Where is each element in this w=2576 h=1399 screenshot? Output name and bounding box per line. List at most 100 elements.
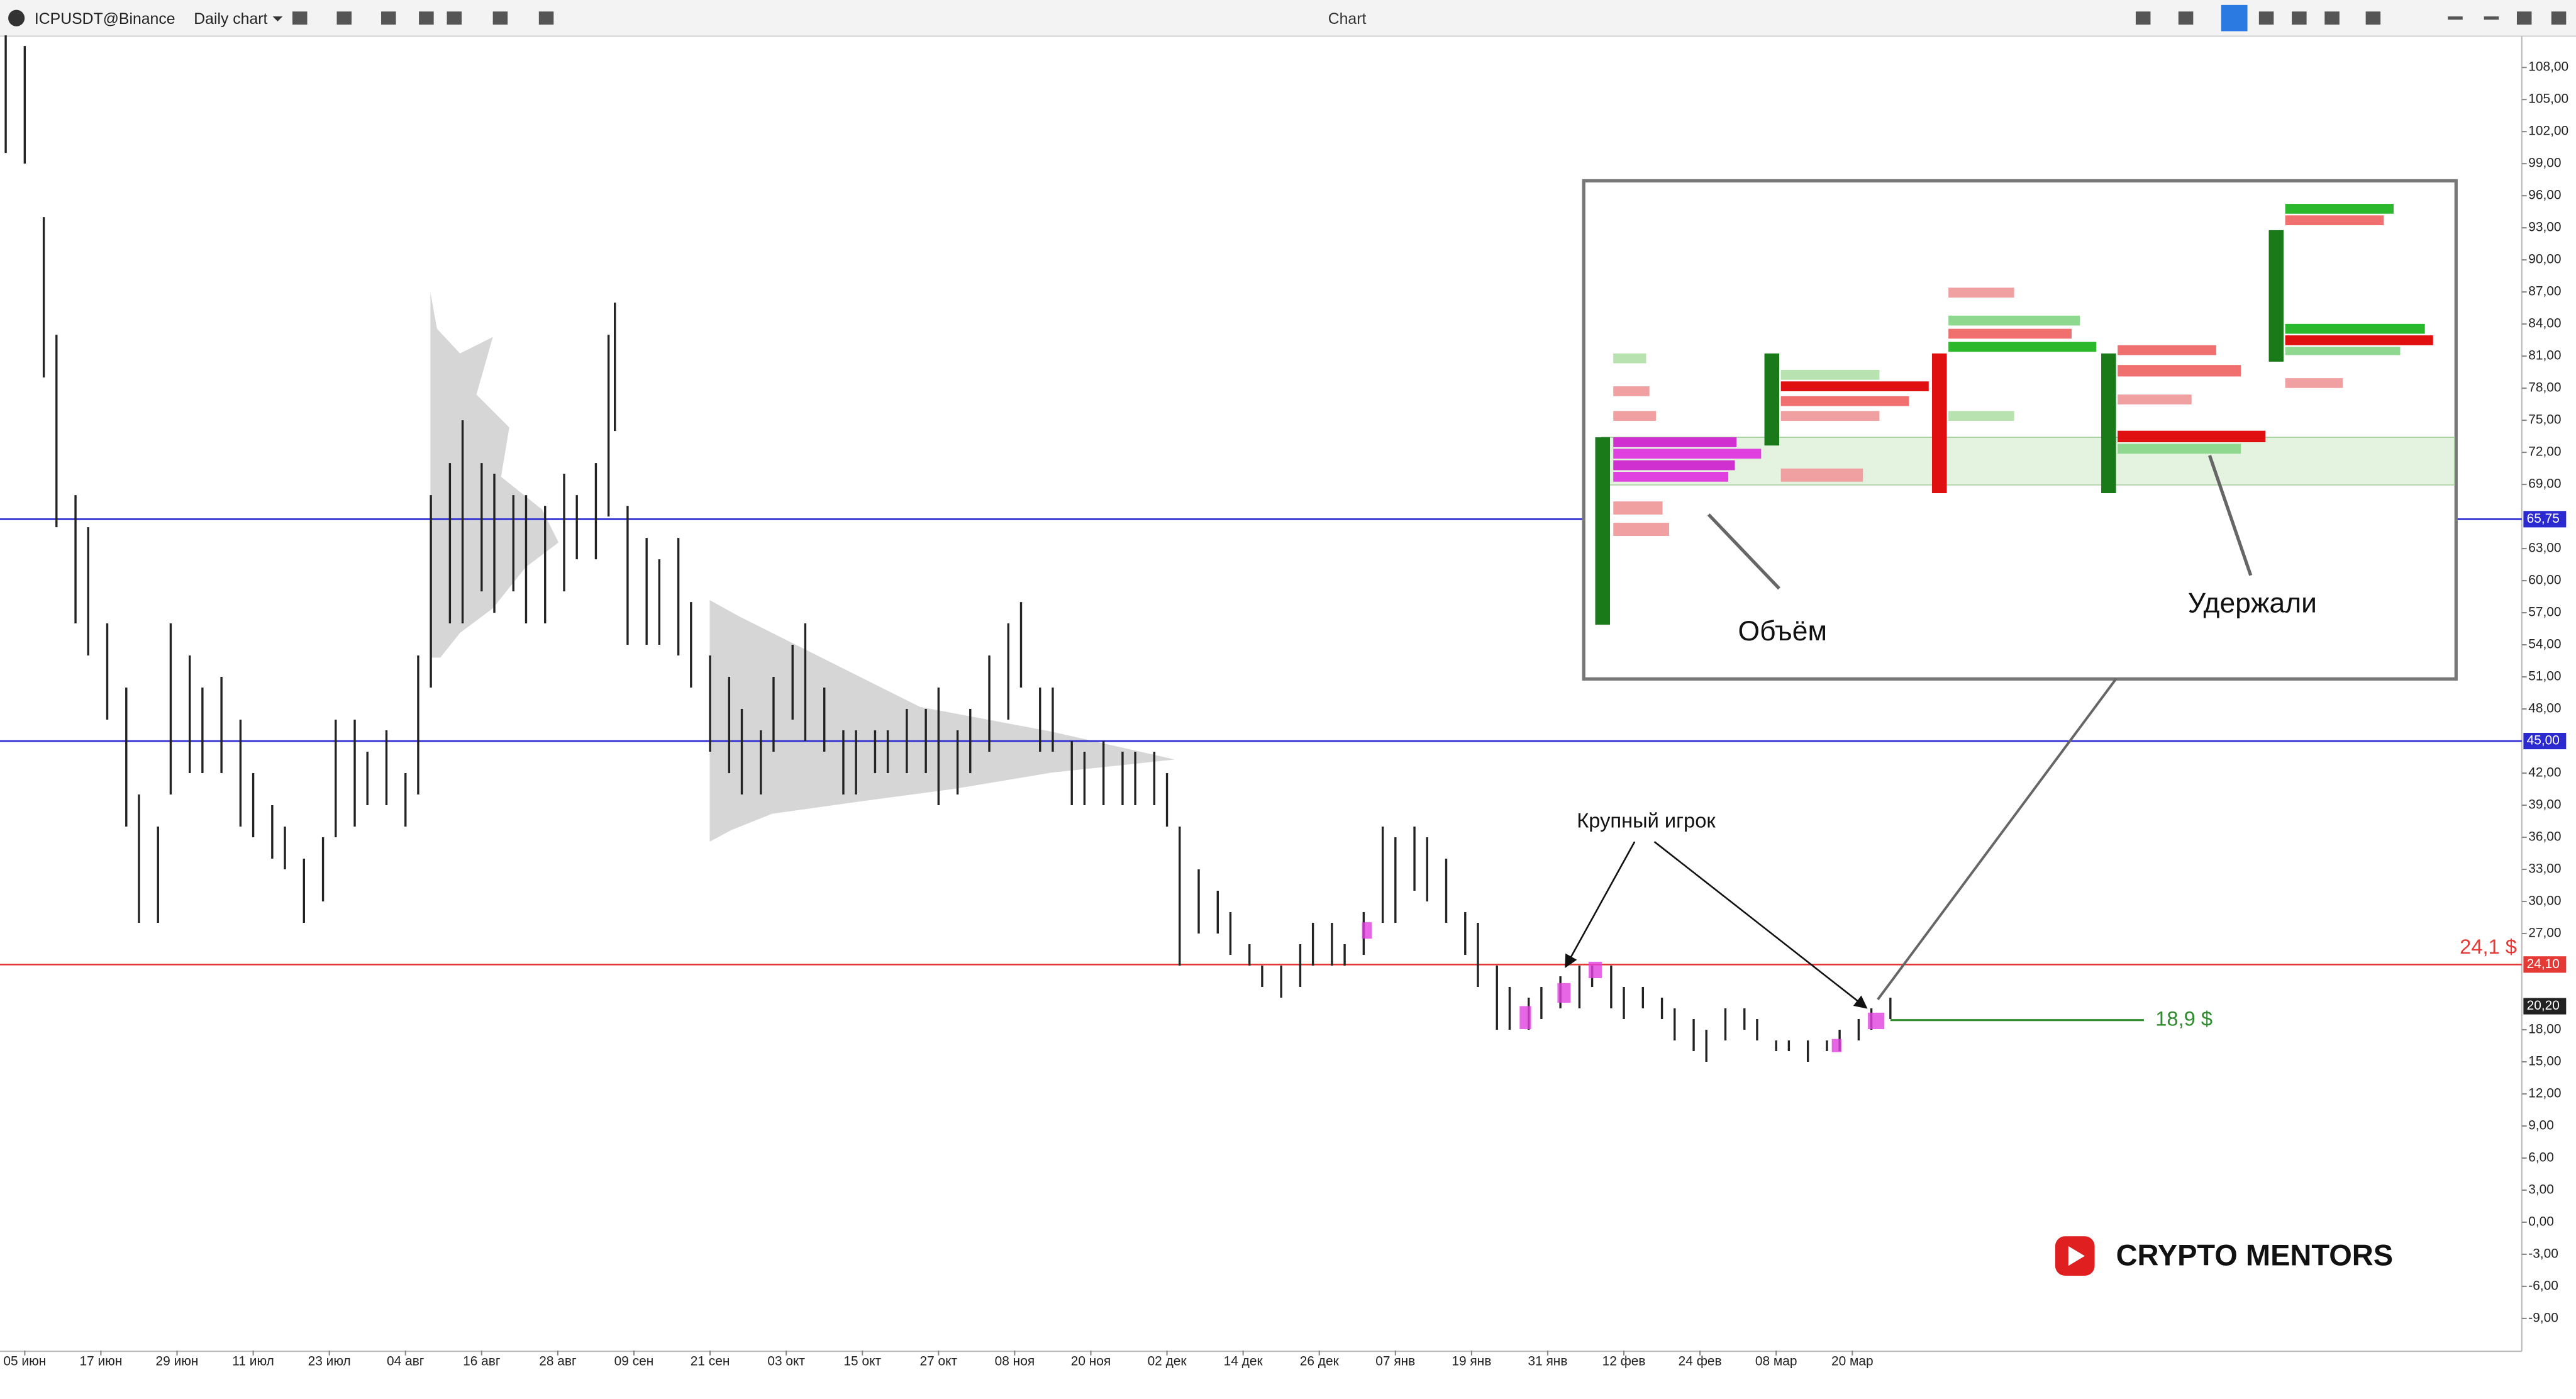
inset-bar [1780, 468, 1863, 482]
watermark-logo-play [2068, 1246, 2085, 1266]
icon[interactable] [381, 11, 396, 25]
inset-bar [1613, 501, 1663, 515]
x-tick-label: 11 июл [232, 1354, 274, 1369]
inset-bar [1613, 472, 1729, 482]
highlight [1519, 1006, 1531, 1029]
icon[interactable] [2135, 11, 2151, 25]
minimize[interactable] [2484, 16, 2499, 20]
x-tick-label: 15 окт [843, 1354, 881, 1369]
y-tick-label: 39,00 [2528, 798, 2561, 812]
x-tick-label: 14 дек [1224, 1354, 1263, 1369]
inset-label: Удержали [2188, 588, 2317, 618]
y-tick-label: 48,00 [2528, 701, 2561, 716]
y-tick-label: 63,00 [2528, 541, 2561, 555]
x-tick-label: 12 фев [1602, 1354, 1646, 1369]
icon-active[interactable] [2221, 4, 2248, 31]
highlight [1589, 961, 1602, 978]
y-tick-label: 78,00 [2528, 381, 2561, 395]
app-icon[interactable] [8, 9, 25, 26]
close[interactable] [2551, 11, 2567, 25]
level-note: 24,1 $ [2460, 935, 2517, 958]
inset-candle [1932, 353, 1947, 494]
inset-candle [2268, 230, 2284, 362]
inset-bar [1780, 396, 1909, 406]
icon[interactable] [2292, 11, 2307, 25]
y-tick-label: 102,00 [2528, 124, 2568, 138]
y-tick-label: -6,00 [2528, 1278, 2558, 1293]
maximize[interactable] [2516, 11, 2532, 25]
icon[interactable] [2448, 16, 2463, 20]
y-tick-label: 81,00 [2528, 348, 2561, 363]
y-tick-label: 18,00 [2528, 1022, 2561, 1036]
icon[interactable] [292, 11, 308, 25]
icon[interactable] [2258, 11, 2274, 25]
y-tick-label: 105,00 [2528, 92, 2568, 106]
icon[interactable] [2365, 11, 2381, 25]
inset-candle [1595, 437, 1610, 625]
inset-zone [1601, 437, 2455, 486]
y-tick-label: 6,00 [2528, 1150, 2554, 1164]
y-tick-label: 60,00 [2528, 573, 2561, 588]
x-tick-label: 26 дек [1300, 1354, 1340, 1369]
icon[interactable] [2178, 11, 2194, 25]
inset-bar [1948, 315, 2080, 326]
inset-bar [1613, 437, 1737, 447]
y-tick-label: 84,00 [2528, 316, 2561, 331]
inset-bar [2118, 345, 2216, 355]
x-tick-label: 21 сен [691, 1354, 730, 1369]
icon[interactable] [419, 11, 434, 25]
x-tick-label: 16 авг [463, 1354, 500, 1369]
y-tick-label: 75,00 [2528, 413, 2561, 427]
pointer [1707, 513, 1780, 590]
y-tick-label: 72,00 [2528, 445, 2561, 459]
x-tick-label: 28 авг [539, 1354, 576, 1369]
highlight [1362, 922, 1372, 939]
y-tick-label: 57,00 [2528, 605, 2561, 620]
toolbar-icons[interactable] [292, 4, 2567, 31]
y-tick-label: 27,00 [2528, 926, 2561, 940]
y-tick-label: 87,00 [2528, 284, 2561, 299]
y-tick-label: 9,00 [2528, 1118, 2554, 1132]
price-badge [2523, 956, 2567, 973]
y-tick-label: 15,00 [2528, 1054, 2561, 1068]
icon[interactable] [447, 11, 462, 25]
price-badge-label: 45,00 [2527, 733, 2560, 748]
highlights [1362, 922, 1885, 1052]
inset-bar [1613, 353, 1646, 364]
x-tick-label: 31 янв [1528, 1354, 1567, 1369]
inset-bar [1613, 411, 1657, 421]
y-tick-label: 54,00 [2528, 637, 2561, 652]
arrow [1565, 841, 1636, 968]
arrow [1653, 841, 1868, 1009]
inset-profile [1613, 204, 2433, 536]
inset: Объём Удержали [1582, 179, 2458, 681]
y-tick-label: 42,00 [2528, 766, 2561, 780]
x-tick-label: 08 мар [1755, 1354, 1797, 1369]
inset-frame [1582, 179, 2458, 681]
inset-candle [2101, 353, 2116, 494]
inset-bar [1613, 523, 1670, 536]
icon[interactable] [336, 11, 352, 25]
icon[interactable] [2324, 11, 2340, 25]
inset-bar [1780, 370, 1880, 380]
inset-bar [1613, 460, 1735, 471]
interval[interactable]: Daily chart [194, 11, 267, 28]
y-tick-label: 90,00 [2528, 252, 2561, 267]
inset-bar [2118, 430, 2266, 443]
pointer [2207, 455, 2253, 576]
icon[interactable] [538, 11, 554, 25]
dropdown[interactable] [272, 16, 283, 21]
inset-bar [2118, 394, 2192, 404]
symbol[interactable]: ICPUSDT@Binance [35, 11, 175, 28]
connector [1877, 678, 2118, 1001]
inset-bar [2285, 323, 2425, 334]
window-title: Chart [1328, 11, 1367, 28]
level-note: 18,9 $ [2155, 1006, 2212, 1030]
icon[interactable] [492, 11, 508, 25]
inset-bar [1948, 328, 2072, 339]
y-tick-label: 33,00 [2528, 862, 2561, 876]
inset-bar [2285, 347, 2401, 355]
inset-label: Объём [1738, 616, 1827, 647]
price-badge [2523, 511, 2567, 528]
y-tick-label: 108,00 [2528, 60, 2568, 74]
